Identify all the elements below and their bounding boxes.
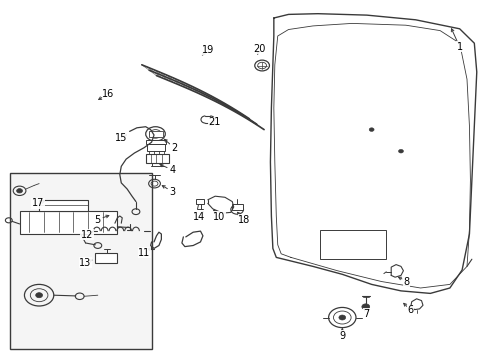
- Text: 18: 18: [238, 215, 250, 225]
- Circle shape: [338, 315, 345, 320]
- Text: 14: 14: [193, 212, 205, 222]
- Text: 10: 10: [212, 212, 225, 222]
- Text: 15: 15: [115, 132, 127, 143]
- Polygon shape: [145, 140, 166, 144]
- Bar: [20, 211, 117, 234]
- Text: 16: 16: [102, 89, 115, 99]
- Text: 20: 20: [252, 44, 265, 54]
- Text: 5: 5: [95, 215, 101, 225]
- Polygon shape: [39, 200, 88, 211]
- Text: 1: 1: [456, 42, 462, 52]
- Circle shape: [361, 304, 369, 310]
- Text: 9: 9: [339, 330, 345, 341]
- Text: 13: 13: [79, 258, 92, 268]
- Bar: [146, 144, 165, 151]
- Text: 8: 8: [403, 276, 409, 287]
- Circle shape: [36, 293, 42, 298]
- Polygon shape: [231, 204, 242, 210]
- Polygon shape: [195, 199, 204, 204]
- Text: 4: 4: [169, 165, 175, 175]
- Text: 2: 2: [171, 143, 177, 153]
- Text: 11: 11: [138, 248, 150, 258]
- Text: 3: 3: [169, 186, 175, 197]
- Text: 6: 6: [407, 305, 413, 315]
- Text: 12: 12: [81, 230, 93, 240]
- Polygon shape: [145, 154, 168, 163]
- Circle shape: [398, 149, 403, 153]
- Bar: [320, 230, 386, 259]
- Bar: [10, 173, 151, 349]
- Circle shape: [368, 128, 373, 131]
- Bar: [95, 253, 117, 263]
- Bar: [149, 131, 163, 137]
- Text: 7: 7: [363, 309, 369, 319]
- Circle shape: [17, 189, 22, 193]
- Text: 19: 19: [201, 45, 214, 55]
- Text: 21: 21: [207, 117, 220, 127]
- Text: 17: 17: [32, 198, 44, 208]
